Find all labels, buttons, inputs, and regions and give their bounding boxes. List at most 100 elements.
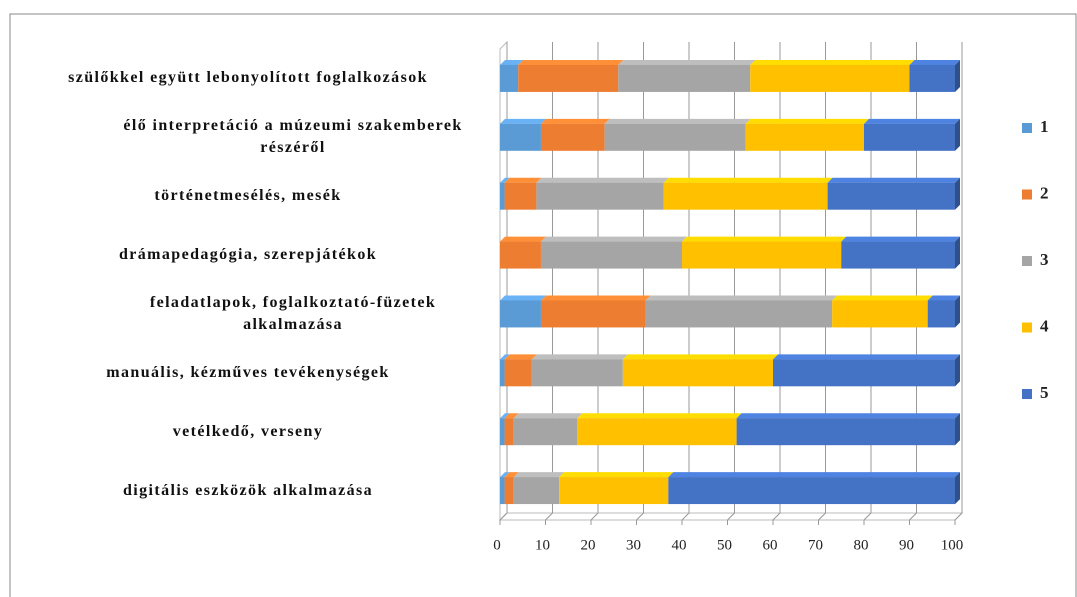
bar-side — [955, 59, 960, 92]
bar — [745, 123, 864, 151]
bar-top — [504, 413, 519, 419]
bar — [500, 359, 505, 387]
x-tick-label: 60 — [763, 537, 778, 553]
legend-swatch — [1022, 322, 1032, 333]
bar — [531, 359, 623, 387]
bar-top — [500, 354, 510, 360]
bar-side — [955, 413, 960, 446]
x-tick-label: 40 — [672, 537, 687, 553]
back-wall — [499, 40, 508, 522]
y-tick-label: vetélkedő, verseny — [172, 422, 324, 440]
bar-top — [518, 59, 624, 65]
bar-top — [773, 354, 960, 360]
bar — [577, 418, 737, 446]
bar — [682, 241, 842, 269]
bar — [645, 300, 833, 328]
bar-top — [909, 59, 960, 65]
bar-top — [536, 177, 669, 183]
bar — [864, 123, 955, 151]
bar — [841, 241, 955, 269]
bar — [513, 477, 560, 505]
bar-top — [832, 295, 933, 301]
bar — [504, 477, 514, 505]
bar — [559, 477, 669, 505]
bar-top — [540, 236, 687, 242]
bar — [500, 418, 505, 446]
bar — [500, 477, 505, 505]
bar-top — [841, 236, 960, 242]
bar-top — [622, 354, 778, 360]
x-tick-label: 100 — [941, 537, 964, 553]
bar — [500, 300, 541, 328]
x-tick-label: 70 — [808, 537, 823, 553]
bar — [736, 418, 955, 446]
bar — [500, 241, 541, 269]
bar — [504, 359, 532, 387]
bar-top — [668, 472, 960, 478]
bar-top — [745, 118, 869, 124]
bar — [773, 359, 955, 387]
bar-top — [618, 59, 756, 65]
y-tick-label: élő interpretáció a múzeumi szakemberek … — [123, 117, 463, 157]
legend-label: 2 — [1040, 183, 1049, 202]
bar-top — [500, 118, 546, 124]
bar — [540, 241, 682, 269]
bar-top — [500, 413, 510, 419]
bar-top — [513, 472, 565, 478]
bar-top — [559, 472, 674, 478]
x-tick-label: 0 — [493, 537, 501, 553]
bar-top — [504, 472, 519, 478]
bar-top — [736, 413, 960, 419]
bar-side — [955, 472, 960, 505]
bar — [518, 64, 619, 92]
bar — [504, 418, 514, 446]
bar-top — [663, 177, 833, 183]
y-tick-label: szülőkkel együtt lebonyolított foglalkoz… — [68, 69, 428, 87]
bar — [604, 123, 746, 151]
bar — [622, 359, 773, 387]
y-tick-label: drámapedagógia, szerepjátékok — [118, 246, 378, 264]
bar-top — [504, 354, 537, 360]
bar-top — [540, 295, 651, 301]
bar — [927, 300, 955, 328]
bar-top — [500, 59, 524, 65]
bar — [540, 300, 646, 328]
bar-top — [577, 413, 742, 419]
bar-top — [500, 177, 510, 183]
bar — [618, 64, 751, 92]
x-tick-label: 90 — [899, 537, 914, 553]
legend-swatch — [1022, 189, 1032, 200]
x-tick-label: 30 — [626, 537, 641, 553]
bar — [663, 182, 828, 210]
legend-label: 1 — [1040, 117, 1049, 136]
bar — [500, 64, 519, 92]
legend-label: 4 — [1040, 316, 1049, 335]
bar-side — [955, 354, 960, 387]
y-tick-label: manuális, kézműves tevékenységek — [106, 363, 390, 381]
bar-side — [955, 177, 960, 210]
bar-top — [504, 177, 542, 183]
bar-top — [927, 295, 960, 301]
bar-top — [540, 118, 610, 124]
bar — [832, 300, 928, 328]
bar-side — [955, 118, 960, 151]
bar — [513, 418, 578, 446]
bar — [827, 182, 955, 210]
x-tick-label: 50 — [717, 537, 732, 553]
bar — [668, 477, 955, 505]
bar-side — [955, 295, 960, 328]
grid-line — [954, 42, 963, 521]
bar-top — [604, 118, 751, 124]
bar-side — [955, 236, 960, 269]
bar — [536, 182, 664, 210]
bar — [500, 123, 541, 151]
bar-top — [531, 354, 628, 360]
y-tick-label: digitális eszközök alkalmazása — [122, 481, 373, 499]
bar-top — [682, 236, 847, 242]
x-tick-label: 10 — [535, 537, 550, 553]
y-tick-label: történetmesélés, mesék — [154, 187, 342, 205]
bar-top — [500, 472, 510, 478]
bar — [504, 182, 537, 210]
